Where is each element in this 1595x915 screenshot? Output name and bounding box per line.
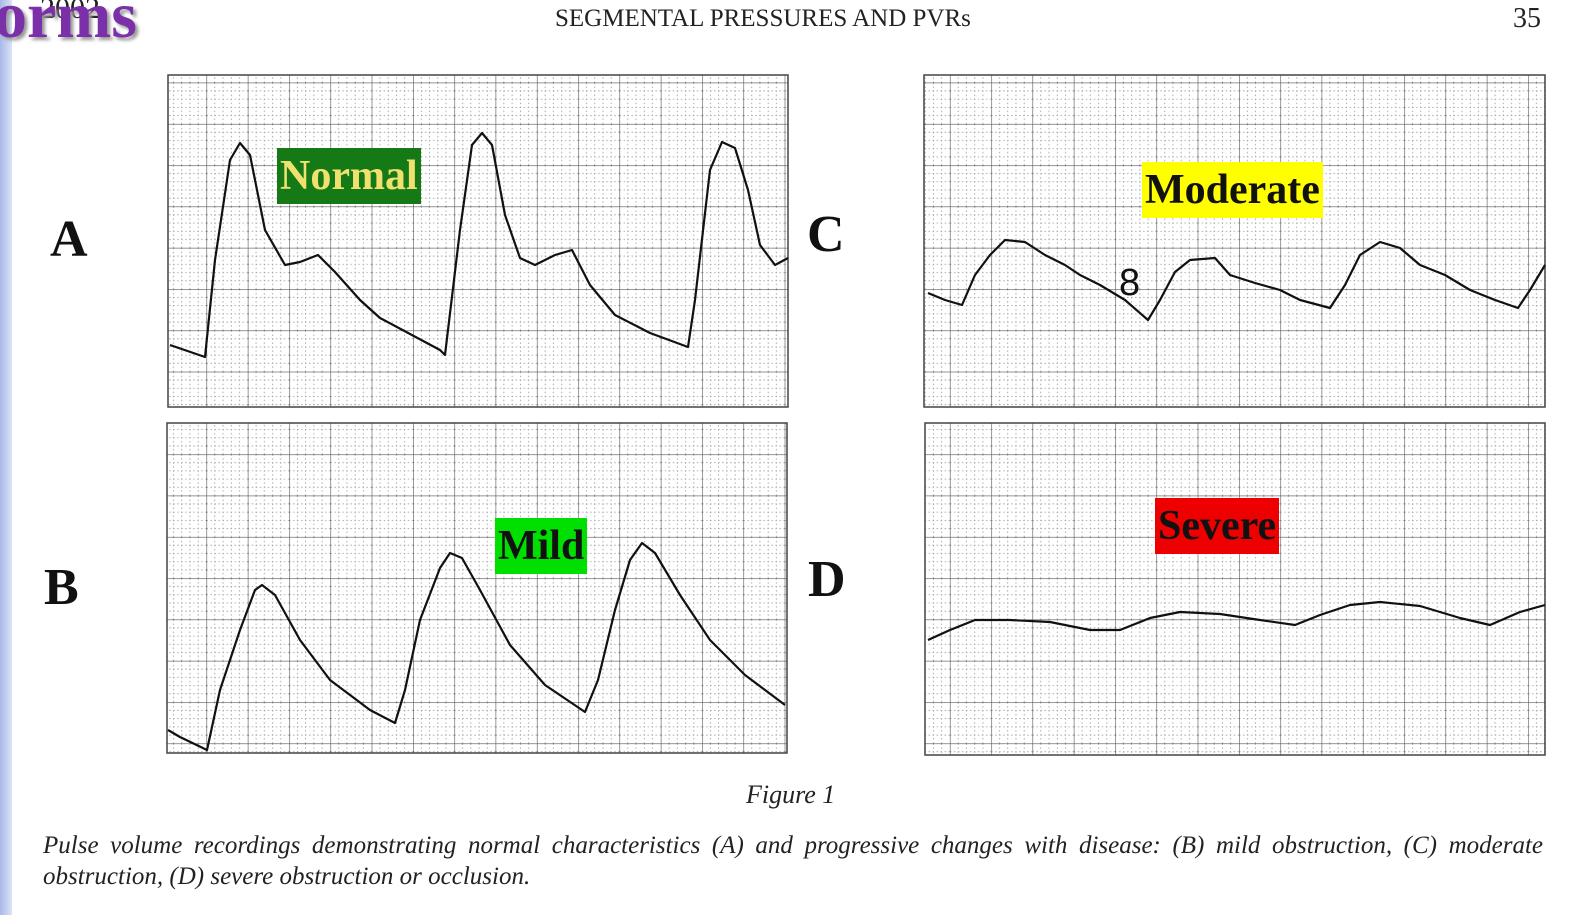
header-year: 2002: [40, 0, 100, 25]
panel-letter: A: [50, 211, 88, 268]
header-page: 35: [1513, 3, 1541, 34]
figure-caption: Pulse volume recordings demonstrating no…: [43, 832, 1543, 890]
waveform-a: [169, 131, 789, 359]
panel-letter: C: [807, 206, 845, 263]
figure-title: Figure 1: [746, 780, 836, 809]
grid-a: [167, 74, 789, 408]
label-severe: Severe: [1155, 498, 1280, 554]
waveform-d: [927, 600, 1546, 642]
grid-b: [166, 422, 788, 754]
grid-c: [923, 74, 1546, 408]
header-title: SEGMENTAL PRESSURES AND PVRs: [555, 5, 971, 32]
grid-d: [924, 422, 1546, 756]
label-mild: Mild: [495, 518, 588, 574]
label-moderate: Moderate: [1142, 162, 1323, 218]
panel-letter: B: [44, 559, 79, 616]
waveform-b: [167, 541, 786, 752]
label-normal: Normal: [277, 148, 421, 204]
annotation: 8: [1119, 262, 1141, 304]
waveform-c: [927, 238, 1546, 322]
panel-letter: D: [808, 551, 846, 608]
slide-edge: [0, 0, 12, 915]
slide-title: orms: [0, 0, 137, 52]
